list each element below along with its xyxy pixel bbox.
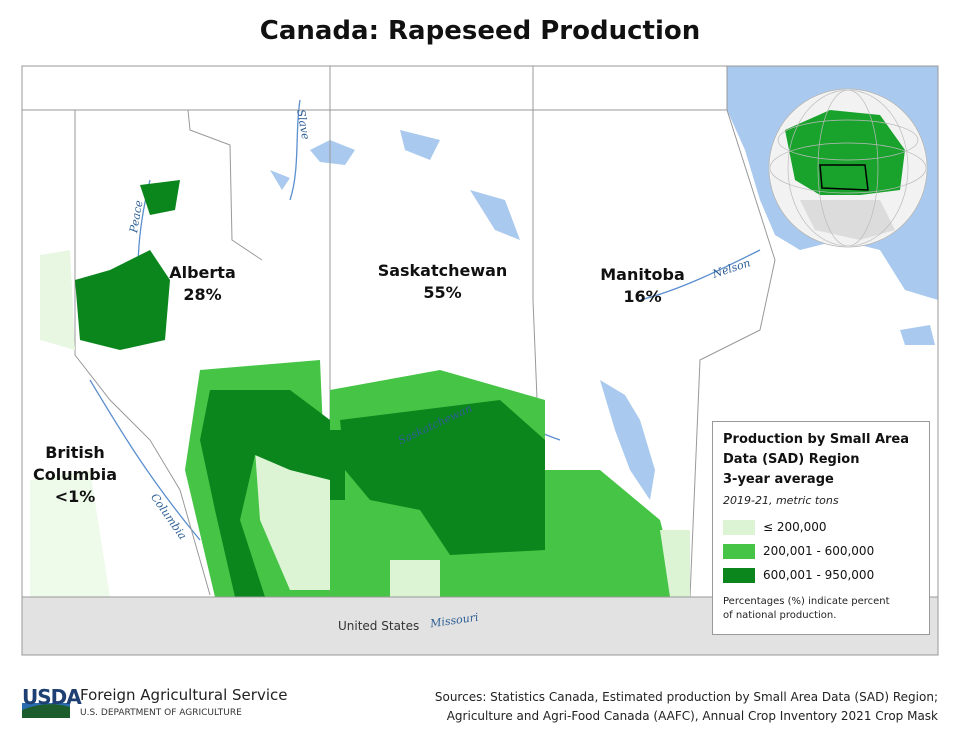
legend-title: Data (SAD) Region: [723, 452, 860, 467]
legend-swatch: [723, 519, 755, 535]
legend-items: ≤ 200,000 200,001 - 600,000 600,001 - 950,…: [723, 515, 919, 587]
globe-inset: [819, 164, 869, 191]
legend-title: 3-year average: [723, 472, 834, 487]
production-areas: [40, 250, 75, 350]
region-label: Saskatchewan 55%: [360, 260, 525, 304]
legend-note: Percentages (%) indicate percent of natio…: [723, 595, 919, 623]
water: [470, 190, 520, 240]
usda-logo: [22, 703, 70, 718]
map-frame: [21, 65, 939, 656]
region-name: British Columbia: [32, 443, 117, 484]
water: [310, 140, 355, 165]
region-name: Saskatchewan: [377, 261, 508, 280]
production-areas: [30, 470, 110, 597]
country-label: United States: [338, 619, 420, 633]
usda-logo: [22, 703, 70, 710]
rivers: [89, 379, 201, 541]
legend-swatch: [723, 567, 755, 583]
region-share: 28%: [183, 285, 222, 304]
region-share: 55%: [423, 283, 462, 302]
legend-label: 600,001 - 950,000: [763, 568, 875, 582]
globe-inset: [770, 142, 926, 194]
water: [600, 380, 655, 500]
production-areas: [75, 250, 170, 350]
production-areas: [30, 180, 690, 597]
legend: Production by Small Area Data (SAD) Regi…: [712, 421, 930, 635]
globe-inset: [770, 90, 926, 246]
globe-inset: [785, 110, 905, 195]
legend-subtitle: 2019-21, metric tons: [723, 494, 839, 507]
region-name: Manitoba: [600, 265, 685, 284]
source-line: Agriculture and Agri-Food Canada (AAFC),…: [446, 709, 938, 723]
region-share: <1%: [54, 487, 96, 506]
globe-inset: [787, 90, 909, 246]
department: U.S. DEPARTMENT OF AGRICULTURE: [80, 708, 242, 718]
region-label: Manitoba 16%: [585, 264, 700, 308]
production-areas: [330, 430, 345, 500]
globe-inset: [817, 90, 879, 246]
region-label: Alberta 28%: [150, 262, 255, 306]
water: [900, 325, 935, 345]
water: [400, 130, 440, 160]
map-title: Canada: Rapeseed Production: [259, 16, 701, 46]
region-label: British Columbia <1%: [27, 442, 123, 508]
sources: Sources: Statistics Canada, Estimated pr…: [435, 688, 938, 726]
legend-title: Production by Small Area: [723, 432, 910, 447]
production-areas: [255, 440, 330, 590]
boundaries: [74, 110, 211, 596]
rivers: [639, 249, 761, 301]
usda-logo: [22, 703, 70, 718]
water: [270, 170, 290, 190]
note-line: Percentages (%) indicate percent: [723, 596, 890, 607]
region-share: 16%: [623, 287, 662, 306]
logo-text: USDA: [22, 685, 82, 709]
legend-item: 600,001 - 950,000: [723, 563, 919, 587]
legend-item: 200,001 - 600,000: [723, 539, 919, 563]
source-line: Sources: Statistics Canada, Estimated pr…: [434, 690, 938, 704]
production-areas: [660, 530, 690, 597]
globe-inset: [800, 200, 895, 240]
globe-inset: [768, 88, 928, 248]
production-areas: [140, 180, 180, 215]
globe-inset: [777, 119, 919, 161]
legend-item: ≤ 200,000: [723, 515, 919, 539]
region-name: Alberta: [169, 263, 236, 282]
legend-label: ≤ 200,000: [763, 520, 827, 534]
legend-label: 200,001 - 600,000: [763, 544, 875, 558]
agency: Foreign Agricultural Service: [80, 686, 288, 704]
production-areas: [390, 560, 440, 597]
production-areas: [340, 400, 545, 555]
production-areas: [545, 470, 680, 597]
legend-swatch: [723, 543, 755, 559]
boundaries: [187, 109, 263, 261]
boundaries: [689, 66, 776, 598]
globe-inset: [770, 90, 926, 246]
note-line: of national production.: [723, 610, 837, 621]
production-areas: [200, 390, 330, 597]
